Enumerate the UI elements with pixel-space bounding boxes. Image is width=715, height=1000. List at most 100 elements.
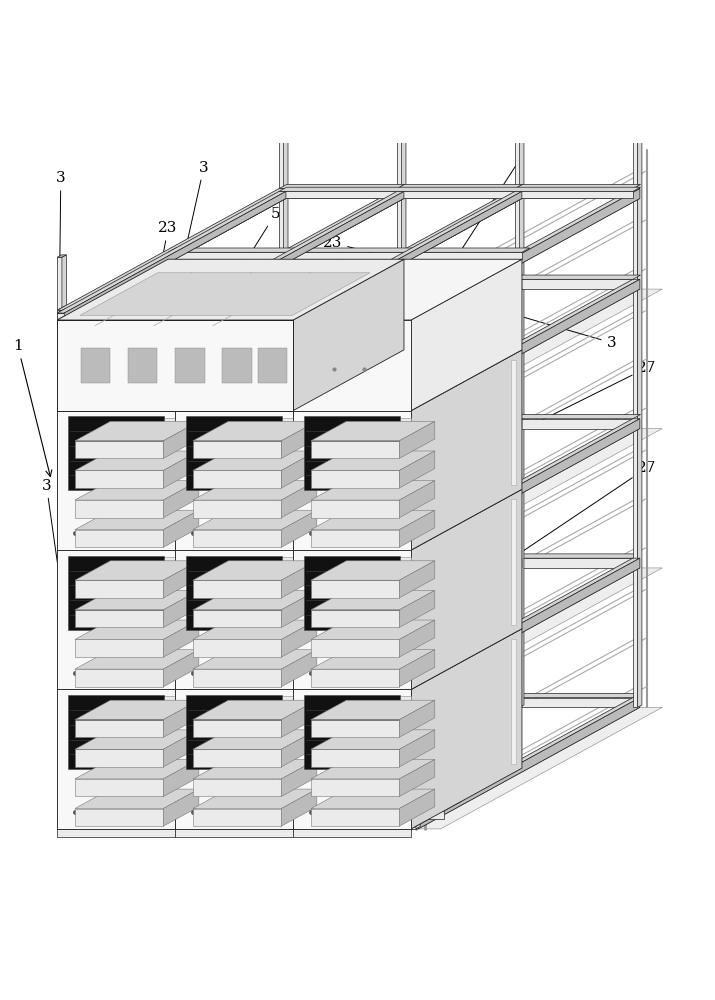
Polygon shape [293,568,522,689]
Text: 21: 21 [101,296,170,399]
Polygon shape [168,252,522,259]
Polygon shape [168,248,530,252]
Polygon shape [293,259,404,411]
Polygon shape [279,558,397,568]
Polygon shape [411,489,522,689]
Polygon shape [175,675,301,680]
Polygon shape [282,759,317,796]
Polygon shape [279,419,397,428]
Polygon shape [193,580,282,598]
Text: 5: 5 [129,758,177,825]
Polygon shape [397,696,411,780]
Polygon shape [411,259,522,411]
Polygon shape [311,720,399,737]
Polygon shape [161,557,175,641]
Polygon shape [411,279,640,401]
Polygon shape [193,779,282,796]
Polygon shape [75,470,164,488]
Polygon shape [175,191,404,313]
Polygon shape [175,350,404,411]
Polygon shape [300,279,522,411]
Text: 25: 25 [465,311,496,325]
Polygon shape [399,650,435,687]
Polygon shape [175,489,286,689]
Polygon shape [57,707,286,829]
Polygon shape [282,730,317,767]
Polygon shape [164,451,199,488]
Polygon shape [403,358,512,487]
Polygon shape [293,350,404,550]
Polygon shape [411,198,640,320]
Polygon shape [182,419,404,550]
Polygon shape [311,580,399,598]
Polygon shape [293,680,411,689]
Polygon shape [193,650,317,669]
Polygon shape [411,255,420,257]
Polygon shape [57,629,286,689]
Polygon shape [293,815,419,819]
Polygon shape [293,255,302,257]
Polygon shape [279,554,405,558]
Polygon shape [399,620,435,657]
Polygon shape [411,698,640,819]
Polygon shape [68,556,164,630]
Polygon shape [399,561,435,598]
Text: 21: 21 [101,461,170,538]
Polygon shape [57,198,286,320]
Polygon shape [300,189,522,320]
Polygon shape [75,700,199,720]
Text: 3: 3 [298,250,345,284]
Polygon shape [293,419,522,540]
Polygon shape [275,639,280,764]
Polygon shape [175,680,293,689]
Polygon shape [186,556,282,630]
Polygon shape [282,620,317,657]
Polygon shape [279,698,397,707]
Polygon shape [75,720,164,737]
Polygon shape [399,510,435,547]
Polygon shape [411,289,662,411]
Polygon shape [293,401,411,411]
Polygon shape [279,557,293,641]
Polygon shape [511,360,516,485]
Polygon shape [57,320,293,411]
Polygon shape [311,470,399,488]
Polygon shape [279,187,641,191]
Polygon shape [397,558,515,568]
Polygon shape [311,749,399,767]
Polygon shape [397,554,523,558]
Text: 3: 3 [59,604,69,819]
Polygon shape [293,489,404,689]
Polygon shape [57,419,286,540]
Polygon shape [311,441,399,458]
Polygon shape [164,421,199,458]
Polygon shape [193,730,317,749]
Polygon shape [511,499,516,625]
Polygon shape [193,749,282,767]
Polygon shape [175,428,404,550]
Polygon shape [411,629,522,829]
Polygon shape [161,418,175,501]
Polygon shape [282,789,317,826]
Polygon shape [57,819,175,829]
Polygon shape [161,696,175,780]
Polygon shape [182,189,404,320]
Polygon shape [57,313,411,320]
Polygon shape [399,481,435,518]
Polygon shape [411,707,640,829]
Polygon shape [175,820,310,829]
Polygon shape [393,360,398,485]
Polygon shape [90,811,444,819]
Polygon shape [193,809,282,826]
Polygon shape [284,133,288,707]
Polygon shape [311,789,435,809]
Polygon shape [75,500,164,518]
Polygon shape [175,255,184,257]
Polygon shape [515,275,641,279]
Polygon shape [311,700,435,720]
Polygon shape [515,419,633,428]
Polygon shape [57,259,404,320]
Polygon shape [57,820,192,829]
Polygon shape [279,275,405,279]
Polygon shape [311,779,399,796]
